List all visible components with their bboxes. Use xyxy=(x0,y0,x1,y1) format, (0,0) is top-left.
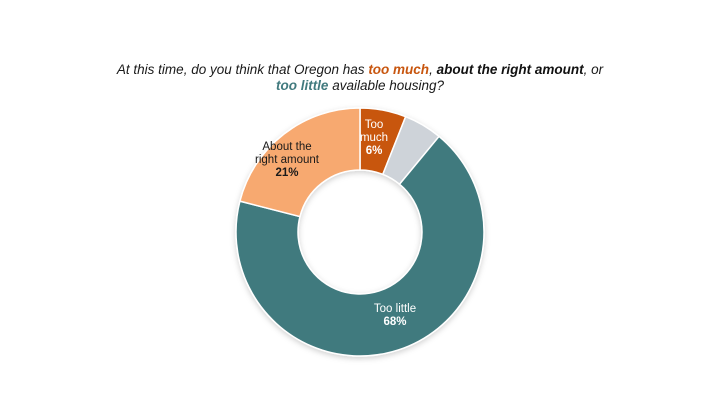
slice-too-little xyxy=(235,135,485,357)
slice-label-too-much: Too much 6% xyxy=(360,119,388,157)
slice-label-about-the-right-amount: About the right amount 21% xyxy=(255,141,320,179)
chart-title: At this time, do you think that Oregon h… xyxy=(110,62,610,94)
title-highlight-too-much: too much xyxy=(368,62,430,77)
title-highlight-about-right: about the right amount xyxy=(436,62,584,77)
title-part-1: At this time, do you think that Oregon h… xyxy=(116,62,369,77)
donut-labels: Too much 6% Too little 68% About the right amo… xyxy=(255,119,416,328)
title-highlight-too-little: too little xyxy=(275,78,329,93)
title-part-4: available housing? xyxy=(328,78,445,93)
slice-label-too-little: Too little 68% xyxy=(374,303,416,328)
donut-slices xyxy=(235,107,485,357)
slice-about-the-right-amount xyxy=(238,107,361,218)
title-part-2: , xyxy=(429,62,437,77)
title-part-3: , or xyxy=(583,62,604,77)
